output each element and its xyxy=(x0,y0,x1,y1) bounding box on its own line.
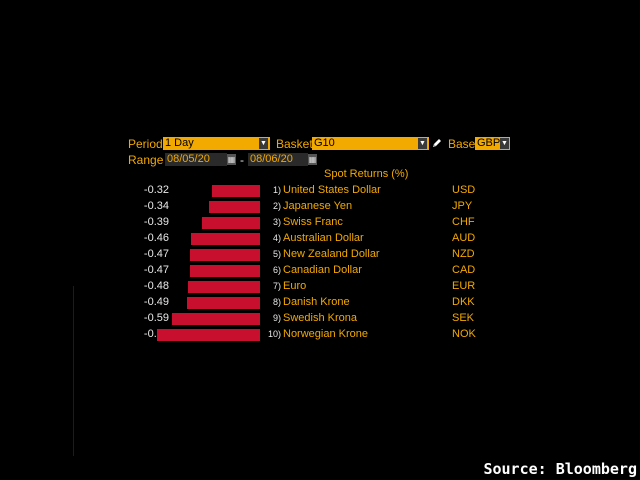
return-value-label: -0.46 xyxy=(143,232,169,244)
base-dropdown[interactable]: GBP ▼ xyxy=(475,137,510,150)
range-end-field[interactable]: 08/06/20 xyxy=(248,153,308,166)
basket-value: G10 xyxy=(314,137,335,149)
return-bar xyxy=(171,313,260,325)
return-value-label: -0.34 xyxy=(143,200,169,212)
return-value-label: -0.59 xyxy=(143,312,169,324)
basket-dropdown[interactable]: G10 ▼ xyxy=(312,137,429,150)
currency-row[interactable]: -0.32 1) United States Dollar USD xyxy=(127,183,511,199)
return-bar xyxy=(191,233,260,245)
return-value-label: -0.49 xyxy=(143,296,169,308)
currency-name: Danish Krone xyxy=(283,296,350,308)
currency-code: SEK xyxy=(452,312,475,324)
currency-row[interactable]: -0.34 2) Japanese Yen JPY xyxy=(127,199,511,215)
return-value-label: -0.47 xyxy=(143,248,169,260)
currency-code: USD xyxy=(452,184,476,196)
return-value-label: -0.48 xyxy=(143,280,169,292)
currency-name: Euro xyxy=(283,280,307,292)
range-label: Range xyxy=(128,153,164,167)
range-start-value: 08/05/20 xyxy=(167,153,210,165)
currency-code: AUD xyxy=(452,232,476,244)
range-separator: - xyxy=(240,153,244,167)
currency-code: DKK xyxy=(452,296,475,308)
rank-number: 7) xyxy=(272,281,281,291)
source-credit: Source: Bloomberg xyxy=(483,460,637,478)
chevron-down-icon[interactable]: ▼ xyxy=(259,138,268,149)
period-label: Period xyxy=(128,137,163,151)
chevron-down-icon[interactable]: ▼ xyxy=(500,138,509,149)
currency-code: CAD xyxy=(452,264,476,276)
rank-number: 9) xyxy=(272,313,281,323)
return-bar xyxy=(186,297,260,309)
range-end-value: 08/06/20 xyxy=(250,153,293,165)
currency-name: New Zealand Dollar xyxy=(283,248,380,260)
currency-code: CHF xyxy=(452,216,475,228)
calendar-icon[interactable]: ▦ xyxy=(308,154,317,165)
rank-number: 10) xyxy=(267,329,281,339)
base-label: Base xyxy=(448,137,476,151)
currency-name: United States Dollar xyxy=(283,184,381,196)
currency-row[interactable]: -0.46 4) Australian Dollar AUD xyxy=(127,231,511,247)
currency-name: Swiss Franc xyxy=(283,216,343,228)
currency-name: Japanese Yen xyxy=(283,200,353,212)
period-value: 1 Day xyxy=(165,137,194,149)
currency-row[interactable]: -0.48 7) Euro EUR xyxy=(127,279,511,295)
currency-name: Norwegian Krone xyxy=(283,328,368,340)
currency-code: JPY xyxy=(452,200,473,212)
currency-row[interactable]: -0.47 6) Canadian Dollar CAD xyxy=(127,263,511,279)
currency-name: Swedish Krona xyxy=(283,312,357,324)
left-divider-line xyxy=(73,286,74,456)
currency-name: Australian Dollar xyxy=(283,232,364,244)
currency-row[interactable]: -0.39 3) Swiss Franc CHF xyxy=(127,215,511,231)
return-bar xyxy=(188,281,260,293)
currency-row[interactable]: -0.47 5) New Zealand Dollar NZD xyxy=(127,247,511,263)
basket-label: Basket xyxy=(276,137,313,151)
rank-number: 8) xyxy=(272,297,281,307)
rank-number: 4) xyxy=(272,233,281,243)
rank-number: 1) xyxy=(272,185,281,195)
return-value-label: -0.47 xyxy=(143,264,169,276)
currency-code: EUR xyxy=(452,280,476,292)
currency-name: Canadian Dollar xyxy=(283,264,362,276)
chart-title: Spot Returns (%) xyxy=(324,168,409,180)
rank-number: 6) xyxy=(272,265,281,275)
calendar-icon[interactable]: ▦ xyxy=(227,154,236,165)
return-bar xyxy=(189,249,260,261)
currency-row[interactable]: -0.49 8) Danish Krone DKK xyxy=(127,295,511,311)
chevron-down-icon[interactable]: ▼ xyxy=(418,138,427,149)
rank-number: 2) xyxy=(272,201,281,211)
currency-code: NOK xyxy=(452,328,476,340)
pencil-icon[interactable] xyxy=(431,137,443,149)
return-bar xyxy=(201,217,260,229)
return-bar xyxy=(156,329,260,341)
currency-row[interactable]: -0.59 9) Swedish Krona SEK xyxy=(127,311,511,327)
base-value: GBP xyxy=(477,137,501,149)
return-bar xyxy=(209,201,260,213)
return-bar xyxy=(189,265,260,277)
currency-code: NZD xyxy=(452,248,475,260)
range-start-field[interactable]: 08/05/20 xyxy=(165,153,227,166)
return-value-label: -0.32 xyxy=(143,184,169,196)
rank-number: 3) xyxy=(272,217,281,227)
return-bar xyxy=(212,185,260,197)
rank-number: 5) xyxy=(272,249,281,259)
return-value-label: -0.39 xyxy=(143,216,169,228)
period-dropdown[interactable]: 1 Day ▼ xyxy=(163,137,270,150)
